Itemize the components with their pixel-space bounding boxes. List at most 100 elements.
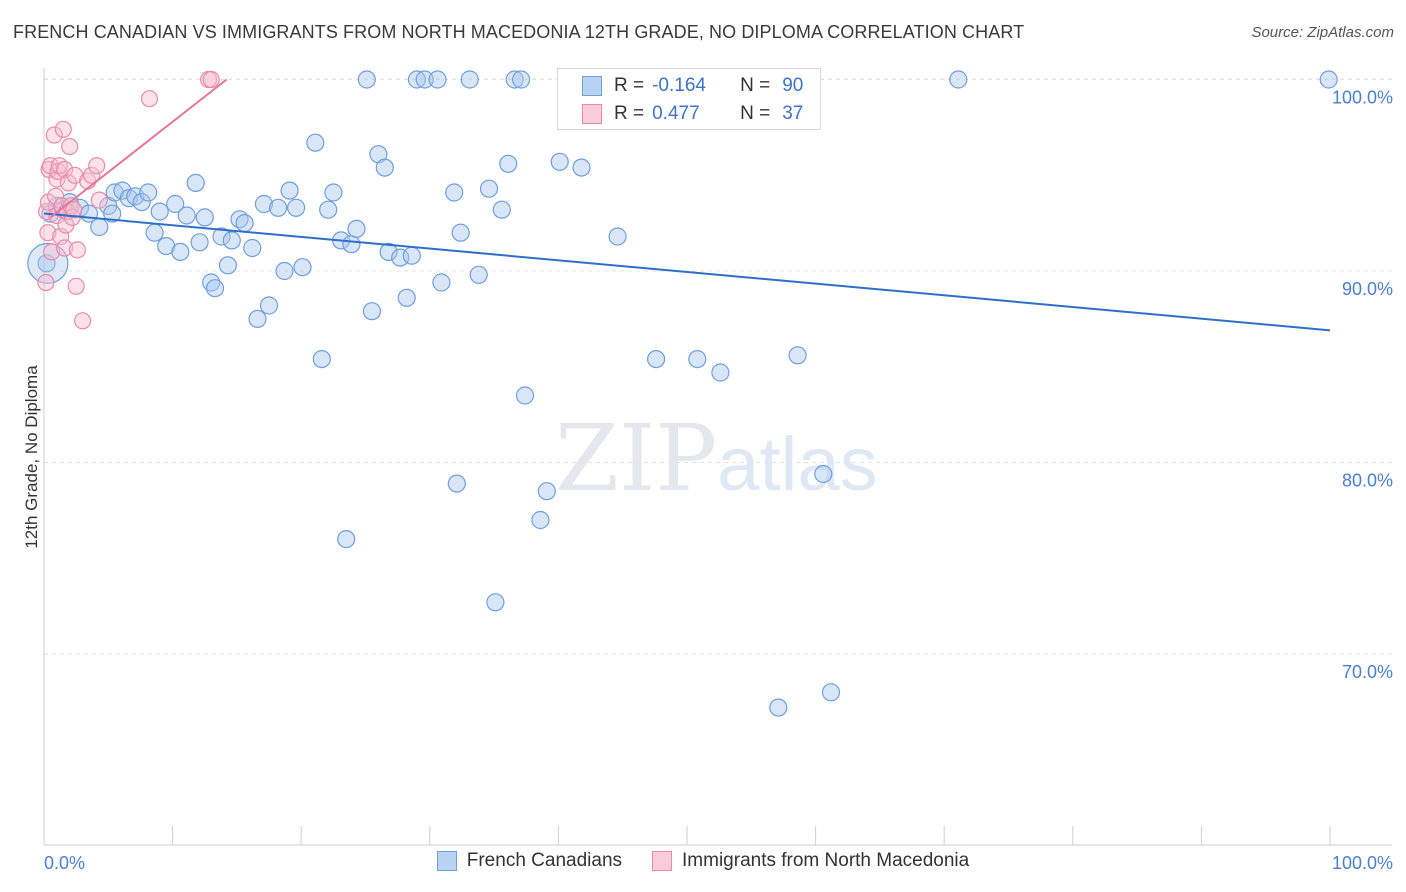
swatch-blue	[582, 76, 602, 96]
data-point	[205, 279, 225, 298]
chart-legend: French Canadians Immigrants from North M…	[0, 850, 1406, 872]
data-point	[379, 242, 398, 261]
legend-item-north-macedonia[interactable]: Immigrants from North Macedonia	[652, 850, 969, 872]
data-point-large	[27, 242, 69, 284]
data-point	[43, 243, 61, 261]
axes	[43, 68, 1392, 846]
data-point	[177, 206, 196, 225]
r-label: R =	[614, 103, 645, 124]
data-point	[287, 198, 306, 217]
data-point	[37, 273, 55, 292]
x-tick-labels: 0.0% 100.0%	[44, 853, 1393, 873]
data-point	[479, 179, 499, 198]
data-point	[235, 214, 254, 233]
data-point	[90, 217, 109, 237]
data-point	[140, 90, 159, 108]
data-point	[280, 181, 299, 200]
data-point	[212, 227, 231, 246]
data-point	[499, 154, 518, 173]
data-point	[486, 593, 505, 612]
data-point	[55, 239, 74, 257]
data-point	[402, 246, 421, 265]
swatch-pink	[582, 104, 602, 124]
x-tick-label: 100.0%	[1332, 853, 1393, 873]
legend-swatch-pink	[652, 851, 673, 871]
data-point	[788, 346, 807, 365]
chart-title: FRENCH CANADIAN VS IMMIGRANTS FROM NORTH…	[13, 22, 1025, 42]
watermark-zip: ZIP	[555, 405, 718, 512]
data-point	[145, 223, 164, 242]
data-point	[186, 173, 205, 192]
data-point	[949, 70, 968, 89]
data-point	[202, 70, 220, 89]
data-point	[397, 288, 416, 307]
trend-line-north-macedonia	[49, 78, 228, 219]
data-point	[711, 363, 730, 382]
data-point	[814, 464, 833, 484]
series-french-canadians	[27, 70, 1338, 717]
data-point	[139, 183, 158, 202]
watermark: ZIPatlas	[555, 405, 878, 512]
stats-row-french-canadians: R = -0.164 N = 90	[582, 72, 804, 100]
data-point	[357, 70, 376, 89]
legend-item-french-canadians[interactable]: French Canadians	[436, 850, 622, 872]
data-point	[432, 273, 451, 292]
r-value: -0.164	[652, 75, 706, 96]
data-point	[67, 277, 85, 295]
data-point	[492, 200, 511, 219]
data-point	[293, 258, 312, 277]
watermark-atlas: atlas	[717, 422, 878, 507]
data-point	[445, 183, 464, 202]
data-point	[171, 242, 190, 261]
data-point	[505, 70, 524, 89]
data-point	[269, 198, 288, 217]
data-point	[55, 160, 74, 179]
data-point	[342, 235, 361, 254]
y-tick-label: 90.0%	[1342, 279, 1393, 299]
data-point	[88, 157, 106, 175]
data-point	[166, 194, 185, 214]
data-point	[1319, 70, 1338, 89]
data-point	[73, 312, 92, 330]
data-point	[537, 482, 556, 501]
data-point	[821, 683, 841, 702]
n-value: 90	[782, 75, 804, 96]
legend-label: Immigrants from North Macedonia	[682, 850, 970, 871]
data-point	[531, 510, 550, 530]
data-point	[608, 227, 627, 246]
data-point	[391, 248, 410, 267]
y-tick-label: 70.0%	[1342, 662, 1393, 682]
n-label: N =	[740, 103, 771, 124]
data-point	[243, 238, 262, 258]
data-point	[61, 137, 79, 156]
r-value: 0.477	[652, 103, 700, 124]
data-point	[769, 698, 788, 717]
data-point	[195, 208, 214, 227]
legend-swatch-blue	[436, 851, 457, 871]
data-point	[68, 241, 87, 259]
stats-legend-box: R = -0.164 N = 90 R = 0.477 N = 37	[557, 68, 821, 130]
data-point	[646, 350, 666, 369]
data-point	[451, 223, 470, 242]
data-point	[572, 158, 591, 177]
y-tick-label: 80.0%	[1342, 471, 1393, 491]
data-point	[469, 265, 488, 284]
data-point	[347, 219, 366, 238]
data-point	[362, 302, 381, 321]
data-point	[45, 126, 63, 144]
data-point	[54, 120, 72, 138]
trend-lines	[43, 78, 1331, 332]
data-point	[248, 309, 267, 328]
data-point	[428, 70, 447, 89]
data-point	[688, 350, 707, 369]
data-point	[460, 70, 479, 89]
data-point	[37, 254, 56, 273]
n-value: 37	[782, 103, 804, 124]
data-point	[375, 158, 394, 177]
data-point	[39, 224, 57, 242]
r-label: R =	[614, 75, 645, 96]
series-north-macedonia	[37, 70, 220, 330]
source-credit: Source: ZipAtlas.com	[1251, 24, 1394, 41]
data-point	[306, 133, 325, 152]
data-point	[190, 233, 209, 252]
